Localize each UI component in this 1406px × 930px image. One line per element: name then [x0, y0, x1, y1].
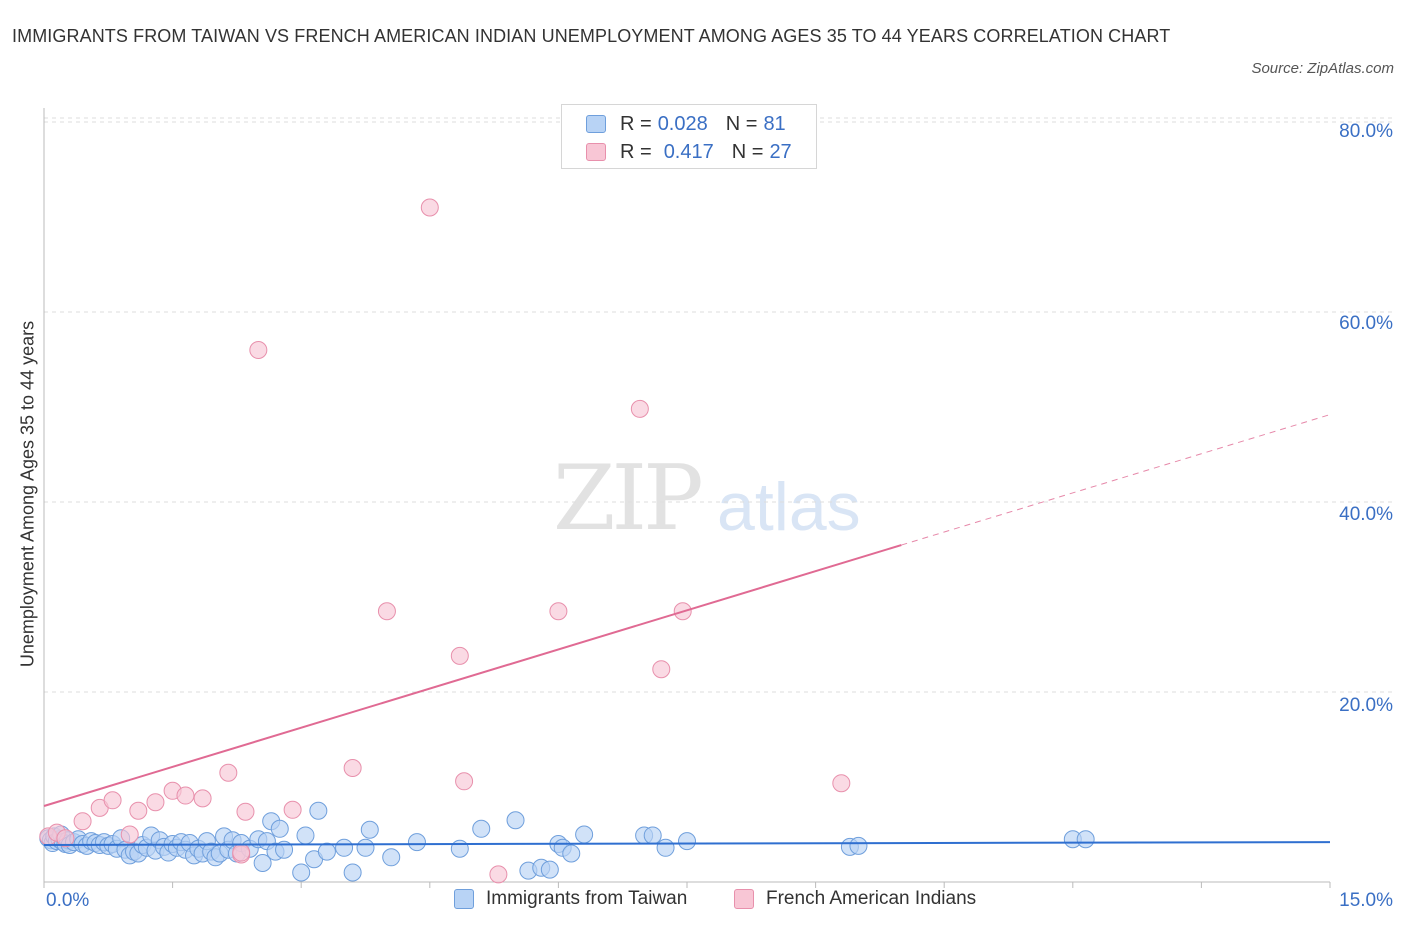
- point-taiwan: [656, 838, 675, 857]
- point-french-american-indians: [129, 801, 148, 820]
- point-taiwan: [678, 832, 696, 851]
- point-taiwan: [575, 825, 594, 844]
- legend-swatch-french-american-indians: [734, 889, 754, 909]
- legend-n-label: N =: [725, 112, 758, 135]
- legend-item-french-american-indians: French American Indians: [734, 888, 976, 910]
- legend-item-taiwan: Immigrants from Taiwan: [454, 888, 687, 910]
- legend-row-taiwan: R = 0.028 N = 81: [586, 111, 786, 137]
- legend-r-value-taiwan: 0.028: [657, 112, 708, 135]
- point-taiwan: [309, 801, 328, 820]
- chart-title: IMMIGRANTS FROM TAIWAN VS FRENCH AMERICA…: [12, 26, 1171, 46]
- watermark-atlas: atlas: [717, 469, 861, 545]
- x-tick-label-min: 0.0%: [46, 890, 90, 911]
- point-taiwan: [506, 811, 525, 830]
- point-taiwan: [335, 838, 354, 857]
- point-french-american-indians: [489, 865, 508, 884]
- point-french-american-indians: [73, 812, 92, 831]
- legend-r-label: R =: [620, 112, 652, 135]
- point-taiwan: [317, 842, 336, 861]
- point-taiwan: [407, 833, 426, 852]
- point-french-american-indians: [176, 786, 195, 805]
- point-taiwan: [275, 840, 294, 859]
- point-taiwan: [849, 836, 868, 855]
- trendline-french-american-indians-dashed: [901, 414, 1331, 546]
- point-french-american-indians: [120, 825, 139, 844]
- point-taiwan: [472, 819, 491, 838]
- point-taiwan: [253, 854, 272, 872]
- legend-swatch-french-american-indians: [586, 143, 606, 161]
- legend-swatch-taiwan: [454, 889, 474, 909]
- legend-label-french-american-indians: French American Indians: [766, 888, 977, 909]
- point-french-american-indians: [219, 763, 238, 782]
- point-french-american-indians: [652, 660, 671, 679]
- source-label: Source: ZipAtlas.com: [1251, 60, 1394, 77]
- legend-r-value-french-american-indians: 0.417: [663, 140, 714, 163]
- point-french-american-indians: [283, 800, 302, 819]
- point-taiwan: [296, 826, 315, 845]
- point-french-american-indians: [450, 646, 469, 665]
- trendline-taiwan: [43, 841, 1331, 846]
- point-french-american-indians: [549, 602, 568, 621]
- watermark-zip: ZIP: [553, 446, 704, 551]
- point-taiwan: [270, 819, 289, 838]
- legend-row-french-american-indians: R = 0.417 N = 27: [586, 139, 792, 165]
- point-taiwan: [382, 848, 401, 867]
- point-french-american-indians: [56, 829, 75, 848]
- legend-swatch-taiwan: [586, 115, 606, 133]
- point-taiwan: [643, 826, 662, 845]
- point-taiwan: [356, 838, 375, 857]
- legend-n-value-taiwan: 81: [763, 112, 786, 135]
- point-french-american-indians: [455, 772, 474, 791]
- legend-n-value-french-american-indians: 27: [769, 140, 792, 163]
- point-french-american-indians: [249, 341, 268, 359]
- point-taiwan: [360, 820, 379, 839]
- point-french-american-indians: [343, 759, 362, 777]
- y-tick-label-60: 60.0%: [1339, 313, 1393, 334]
- legend-r-label: R =: [620, 140, 652, 163]
- y-tick-label-20: 20.0%: [1339, 695, 1393, 716]
- point-french-american-indians: [630, 399, 649, 418]
- point-taiwan: [540, 860, 559, 879]
- point-french-american-indians: [420, 198, 439, 217]
- point-taiwan: [562, 844, 581, 863]
- correlation-legend: R = 0.028 N = 81 R = 0.417 N = 27: [561, 104, 817, 169]
- point-taiwan: [292, 863, 311, 882]
- point-french-american-indians: [232, 843, 251, 862]
- trendline-french-american-indians: [43, 544, 902, 807]
- point-french-american-indians: [236, 802, 255, 821]
- point-taiwan: [343, 863, 362, 882]
- legend-label-taiwan: Immigrants from Taiwan: [486, 888, 688, 909]
- x-tick-label-max: 15.0%: [1339, 890, 1393, 911]
- point-french-american-indians: [103, 791, 122, 810]
- point-french-american-indians: [832, 774, 851, 793]
- y-tick-label-40: 40.0%: [1339, 504, 1393, 525]
- point-french-american-indians: [193, 789, 212, 808]
- legend-n-label: N =: [731, 140, 764, 163]
- y-axis-label: Unemployment Among Ages 35 to 44 years: [17, 320, 38, 668]
- point-taiwan: [450, 839, 469, 858]
- point-french-american-indians: [146, 793, 165, 812]
- point-french-american-indians: [377, 602, 396, 621]
- point-taiwan: [1076, 830, 1095, 849]
- y-tick-label-80: 80.0%: [1339, 121, 1393, 142]
